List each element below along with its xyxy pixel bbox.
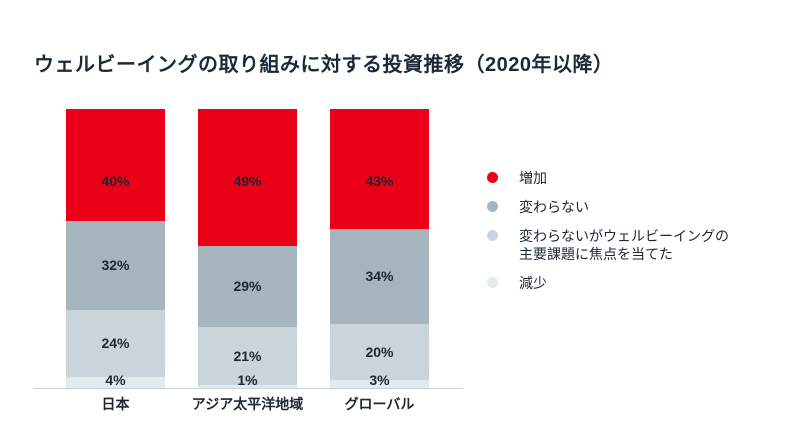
- segment-value-label: 49%: [233, 173, 262, 189]
- legend-dot-decrease: [487, 277, 498, 288]
- legend-item-unchanged: 変わらない: [487, 198, 729, 216]
- segment-value-label: 40%: [101, 173, 130, 189]
- segment-increase: 49%: [198, 109, 297, 246]
- segment-decrease: 1%: [198, 373, 297, 388]
- segment-value-label: 1%: [237, 371, 258, 388]
- legend-label: 増加: [519, 170, 547, 186]
- legend-dot-unchanged-focused-wellbeing: [487, 230, 498, 241]
- category-label-global: グローバル: [344, 396, 415, 412]
- segment-unchanged: 34%: [330, 228, 429, 324]
- segment-value-label: 3%: [369, 371, 390, 388]
- legend-label: 減少: [519, 275, 547, 291]
- x-axis-line: [34, 388, 463, 389]
- bar-japan: 40% 32% 24% 4%: [66, 109, 165, 388]
- segment-decrease: 3%: [330, 373, 429, 388]
- segment-value-label: 43%: [365, 173, 394, 189]
- legend-item-decrease: 減少: [487, 274, 729, 292]
- legend: 増加変わらない変わらないがウェルビーイングの 主要課題に焦点を当てた減少: [487, 169, 729, 303]
- legend-dot-increase: [487, 172, 498, 183]
- segment-value-label: 32%: [101, 257, 130, 274]
- segment-value-label: 20%: [365, 343, 394, 360]
- segment-value-label: 24%: [101, 335, 130, 352]
- chart-title: ウェルビーイングの取り組みに対する投資推移（2020年以降）: [34, 54, 614, 76]
- segment-value-label: 4%: [105, 371, 126, 388]
- category-label-asia-pacific: アジア太平洋地域: [191, 396, 304, 412]
- legend-item-unchanged-focused-wellbeing: 変わらないがウェルビーイングの 主要課題に焦点を当てた: [487, 227, 729, 263]
- legend-label: 変わらないがウェルビーイングの 主要課題に焦点を当てた: [519, 228, 729, 262]
- legend-label: 変わらない: [519, 199, 589, 215]
- segment-increase: 43%: [330, 109, 429, 229]
- segment-decrease: 4%: [66, 373, 165, 388]
- segment-value-label: 34%: [365, 268, 394, 285]
- segment-increase: 40%: [66, 109, 165, 221]
- segment-unchanged: 32%: [66, 220, 165, 310]
- category-label-japan: 日本: [101, 396, 130, 412]
- segment-unchanged-focused-wellbeing: 20%: [330, 323, 429, 380]
- legend-dot-unchanged: [487, 201, 498, 212]
- segment-unchanged: 29%: [198, 245, 297, 327]
- plot-area: 40% 32% 24% 4% 49% 29% 21% 1% 43% 34% 20% 3%: [66, 109, 462, 388]
- bar-asia-pacific: 49% 29% 21% 1%: [198, 109, 297, 388]
- segment-unchanged-focused-wellbeing: 21%: [198, 326, 297, 386]
- segment-value-label: 21%: [233, 347, 262, 364]
- bar-global: 43% 34% 20% 3%: [330, 109, 429, 388]
- segment-value-label: 29%: [233, 278, 262, 295]
- segment-unchanged-focused-wellbeing: 24%: [66, 309, 165, 377]
- legend-item-increase: 増加: [487, 169, 729, 187]
